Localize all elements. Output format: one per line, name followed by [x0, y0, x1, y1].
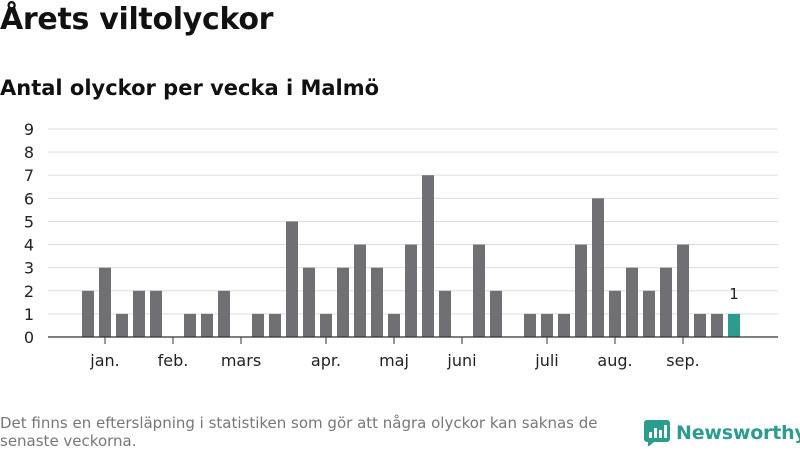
x-axis: [48, 336, 778, 344]
x-tick-label: juni: [446, 351, 476, 370]
bar: [286, 221, 298, 337]
bar: [541, 313, 553, 337]
y-tick-label: 9: [24, 120, 34, 139]
bar: [133, 290, 145, 337]
y-tick-label: 2: [24, 282, 34, 301]
newsworthy-logo-icon: [644, 420, 670, 446]
x-tick-label: juli: [534, 351, 558, 370]
bar: [711, 313, 723, 337]
y-tick-label: 3: [24, 259, 34, 278]
x-axis-labels: jan. feb. mars apr. maj juni juli aug. sep.: [89, 351, 699, 370]
bar: [184, 313, 196, 337]
bar: [694, 313, 706, 337]
bar: [405, 244, 417, 337]
y-tick-label: 0: [24, 328, 34, 347]
y-tick-label: 8: [24, 143, 34, 162]
bar: [609, 290, 621, 337]
bar: [473, 244, 485, 337]
bar: [422, 175, 434, 337]
bar: [490, 290, 502, 337]
bar: [354, 244, 366, 337]
bar: [371, 267, 383, 337]
x-tick-label: apr.: [311, 351, 341, 370]
bars: [82, 175, 740, 337]
bar: [320, 313, 332, 337]
y-tick-label: 4: [24, 236, 34, 255]
bar: [626, 267, 638, 337]
bar: [524, 313, 536, 337]
x-tick-label: sep.: [666, 351, 699, 370]
y-tick-label: 5: [24, 212, 34, 231]
bar: [303, 267, 315, 337]
bar-chart: 0 1 2 3 4 5 6 7 8 9 jan. feb. mars apr. maj juni juli au…: [24, 120, 778, 370]
highlight-value-label: 1: [729, 285, 739, 303]
x-tick-label: mars: [221, 351, 261, 370]
bar: [337, 267, 349, 337]
bar: [592, 198, 604, 337]
chart-title: Årets viltolyckor: [0, 2, 274, 37]
x-tick-label: jan.: [89, 351, 119, 370]
y-tick-label: 6: [24, 189, 34, 208]
bar: [99, 267, 111, 337]
footnote: Det finns en eftersläpning i statistiken…: [0, 414, 598, 450]
bar: [201, 313, 213, 337]
bar: [269, 313, 281, 337]
bar: [116, 313, 128, 337]
annotations: 1: [729, 285, 739, 303]
bar: [677, 244, 689, 337]
bar: [388, 313, 400, 337]
bar: [252, 313, 264, 337]
bar: [150, 290, 162, 337]
bar: [660, 267, 672, 337]
y-tick-label: 7: [24, 166, 34, 185]
y-axis-labels: 0 1 2 3 4 5 6 7 8 9: [24, 120, 34, 347]
x-tick-label: aug.: [597, 351, 632, 370]
bar: [218, 290, 230, 337]
bar: [643, 290, 655, 337]
chart-subtitle: Antal olyckor per vecka i Malmö: [0, 76, 380, 100]
x-tick-label: feb.: [158, 351, 189, 370]
newsworthy-brand[interactable]: Newsworthy: [644, 420, 800, 446]
bar: [575, 244, 587, 337]
bar-highlight: [728, 313, 740, 337]
bar: [439, 290, 451, 337]
brand-name: Newsworthy: [676, 422, 800, 444]
bar: [82, 290, 94, 337]
x-tick-label: maj: [379, 351, 409, 370]
bar: [558, 313, 570, 337]
y-tick-label: 1: [24, 305, 34, 324]
